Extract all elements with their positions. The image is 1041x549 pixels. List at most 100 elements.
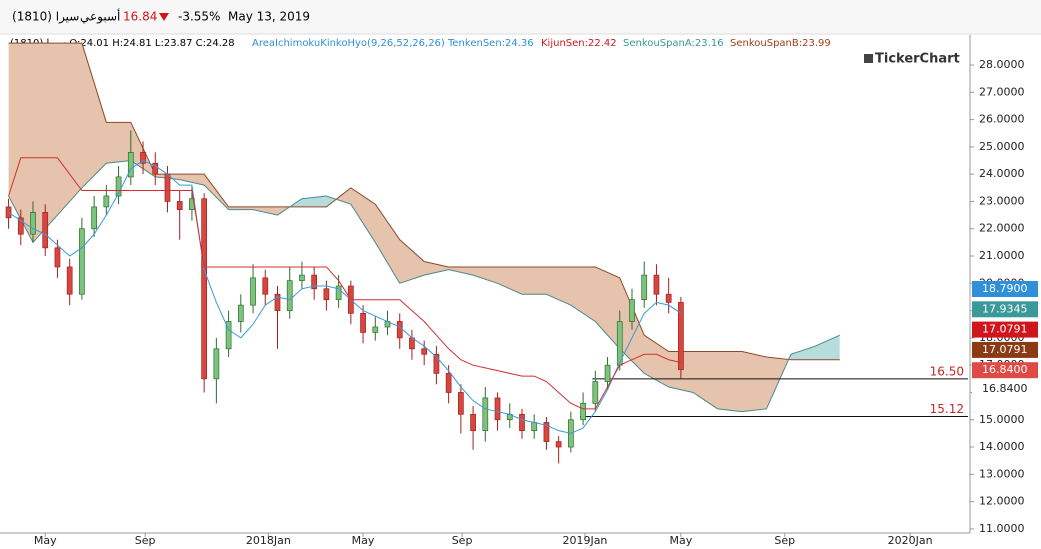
candle-body	[421, 348, 428, 355]
legend-span-b: SenkouSpanB:23.99	[730, 38, 831, 49]
candle-body	[629, 299, 635, 322]
candle-body	[543, 422, 550, 442]
candle-body	[482, 397, 489, 432]
candle-body	[470, 413, 476, 432]
candle-body	[592, 381, 599, 404]
candle-body	[17, 217, 24, 235]
date: May 13, 2019	[228, 10, 310, 24]
y-tick-label: 23.0000	[979, 194, 1025, 207]
h-line-label: 15.12	[930, 402, 964, 416]
price-tag-label: 17.9345	[982, 302, 1028, 315]
y-tick-label: 11.0000	[979, 522, 1025, 535]
y-tick-label: 22.0000	[979, 222, 1025, 235]
candle-body	[580, 403, 586, 421]
x-tick-label: May	[670, 534, 693, 547]
candle-body	[225, 321, 232, 350]
candle-body	[678, 302, 684, 370]
candle-body	[127, 151, 134, 178]
h-line-label: 16.50	[930, 364, 964, 378]
y-tick-label: 21.0000	[979, 249, 1025, 262]
candle-body	[641, 274, 648, 301]
price-tag-label: 17.0791	[982, 323, 1028, 336]
y-tick-label: 26.0000	[979, 113, 1025, 126]
x-tick-label: May	[352, 534, 375, 547]
x-tick-label: Sep	[135, 534, 156, 547]
y-tick-label: 28.0000	[979, 58, 1025, 71]
candle-body	[176, 201, 183, 210]
legend-ohlc: سيرا (1810) O:24.01 H:24.81 L:23.87 C:24…	[10, 38, 235, 49]
change: -3.55%	[178, 10, 220, 24]
price-tag	[972, 301, 1038, 318]
legend-span-a: SenkouSpanA:23.16	[623, 38, 724, 49]
candle-body	[531, 422, 538, 432]
candle-body	[79, 228, 85, 295]
symbol: سيرا (1810)	[12, 10, 79, 25]
legend-indicator: AreaIchimokuKinkoHyo(9,26,52,26,26)	[252, 38, 445, 49]
candle-body	[262, 277, 269, 295]
plot	[5, 42, 968, 464]
price-tag-label: 16.8400	[982, 363, 1028, 376]
candle-body	[372, 326, 379, 333]
x-tick-label: May	[34, 534, 57, 547]
y-tick-label: 27.0000	[979, 85, 1025, 98]
header-bar	[0, 0, 1041, 34]
candle-body	[274, 293, 281, 311]
candle-body	[250, 277, 256, 306]
candle-body	[494, 397, 501, 421]
x-tick-label: Sep	[452, 534, 473, 547]
price-tag	[972, 341, 1038, 358]
x-tick-label: 2020Jan	[888, 534, 933, 547]
last-price-label: 16.8400	[982, 382, 1028, 395]
period: أسبوعي	[80, 9, 120, 25]
candle-body	[164, 173, 171, 202]
candle-body	[433, 353, 440, 374]
candle-body	[311, 274, 318, 290]
candle-body	[201, 198, 207, 380]
cloud-bear	[8, 43, 840, 412]
candle-body	[604, 364, 611, 382]
candle-body	[115, 176, 122, 197]
price-tag	[972, 321, 1038, 338]
candle-body	[335, 285, 342, 301]
x-tick-label: 2018Jan	[246, 534, 291, 547]
legend-tenkan: TenkenSen:24.36	[447, 38, 534, 49]
price-tag-label: 17.0791	[982, 343, 1028, 356]
y-tick-label: 12.0000	[979, 495, 1025, 508]
candle-body	[323, 288, 330, 301]
candle-body	[237, 304, 244, 322]
down-arrow	[159, 13, 169, 21]
candle-body	[30, 212, 36, 235]
candle-body	[103, 195, 110, 208]
indicator-line	[8, 157, 682, 410]
indicator-line	[8, 159, 682, 434]
candle-body	[665, 293, 672, 303]
y-tick-label: 13.0000	[979, 467, 1025, 480]
y-tick-label: 15.0000	[979, 413, 1025, 426]
price-tag-label: 18.7900	[982, 282, 1028, 295]
logo: TickerChart	[875, 52, 960, 67]
x-tick-label: 2019Jan	[562, 534, 607, 547]
candle-body	[360, 312, 366, 333]
price-tag	[972, 362, 1038, 379]
price-tag	[972, 281, 1038, 297]
span-a-line	[8, 160, 841, 413]
candle-body	[66, 266, 73, 295]
candle-body	[555, 441, 562, 448]
legend-kijun: KijunSen:22.42	[541, 38, 617, 49]
span-b-line	[8, 42, 840, 361]
candle-body	[140, 151, 146, 164]
candle-body	[286, 280, 293, 311]
price: 16.84	[123, 10, 157, 24]
candle-body	[152, 162, 159, 175]
candle-body	[519, 413, 525, 432]
x-tick-label: Sep	[774, 534, 795, 547]
y-tick-label: 24.0000	[979, 167, 1025, 180]
y-tick-label: 14.0000	[979, 440, 1025, 453]
label-bg	[972, 381, 1038, 397]
candle-body	[91, 206, 97, 230]
candle-body	[445, 373, 452, 393]
candle-body	[458, 392, 464, 415]
candle-body	[42, 212, 49, 249]
